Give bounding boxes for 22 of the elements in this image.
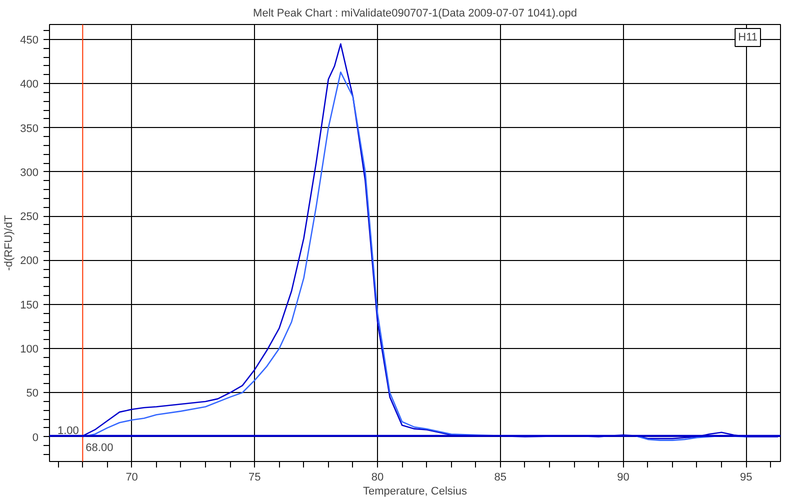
x-axis-title: Temperature, Celsius <box>363 486 468 498</box>
chart-title: Melt Peak Chart : miValidate090707-1(Data 2009-07-07 1041).opd <box>253 8 577 20</box>
y-tick-label: 400 <box>20 78 39 91</box>
y-tick-label: 450 <box>20 34 39 47</box>
y-tick-label: 150 <box>20 299 39 312</box>
ref-line-label: 68.00 <box>86 442 114 454</box>
x-tick-label: 90 <box>617 472 630 484</box>
x-tick-label: 75 <box>248 472 261 484</box>
y-tick-label: 0 <box>32 432 39 444</box>
x-tick-label: 80 <box>371 472 384 484</box>
y-tick-label: 50 <box>26 388 39 400</box>
y-tick-label: 200 <box>20 255 39 268</box>
y-tick-label: 350 <box>20 122 39 135</box>
y-tick-label: 300 <box>20 166 39 179</box>
y-tick-label: 100 <box>20 344 39 356</box>
y-tick-label: 250 <box>20 211 39 224</box>
x-tick-label: 85 <box>494 472 507 484</box>
y-axis-title: -d(RFU)/dT <box>3 214 16 271</box>
x-tick-label: 95 <box>740 472 752 484</box>
ref-line-label: 1.00 <box>58 424 79 437</box>
x-tick-label: 70 <box>126 472 138 484</box>
annotation: H11 <box>738 32 758 44</box>
